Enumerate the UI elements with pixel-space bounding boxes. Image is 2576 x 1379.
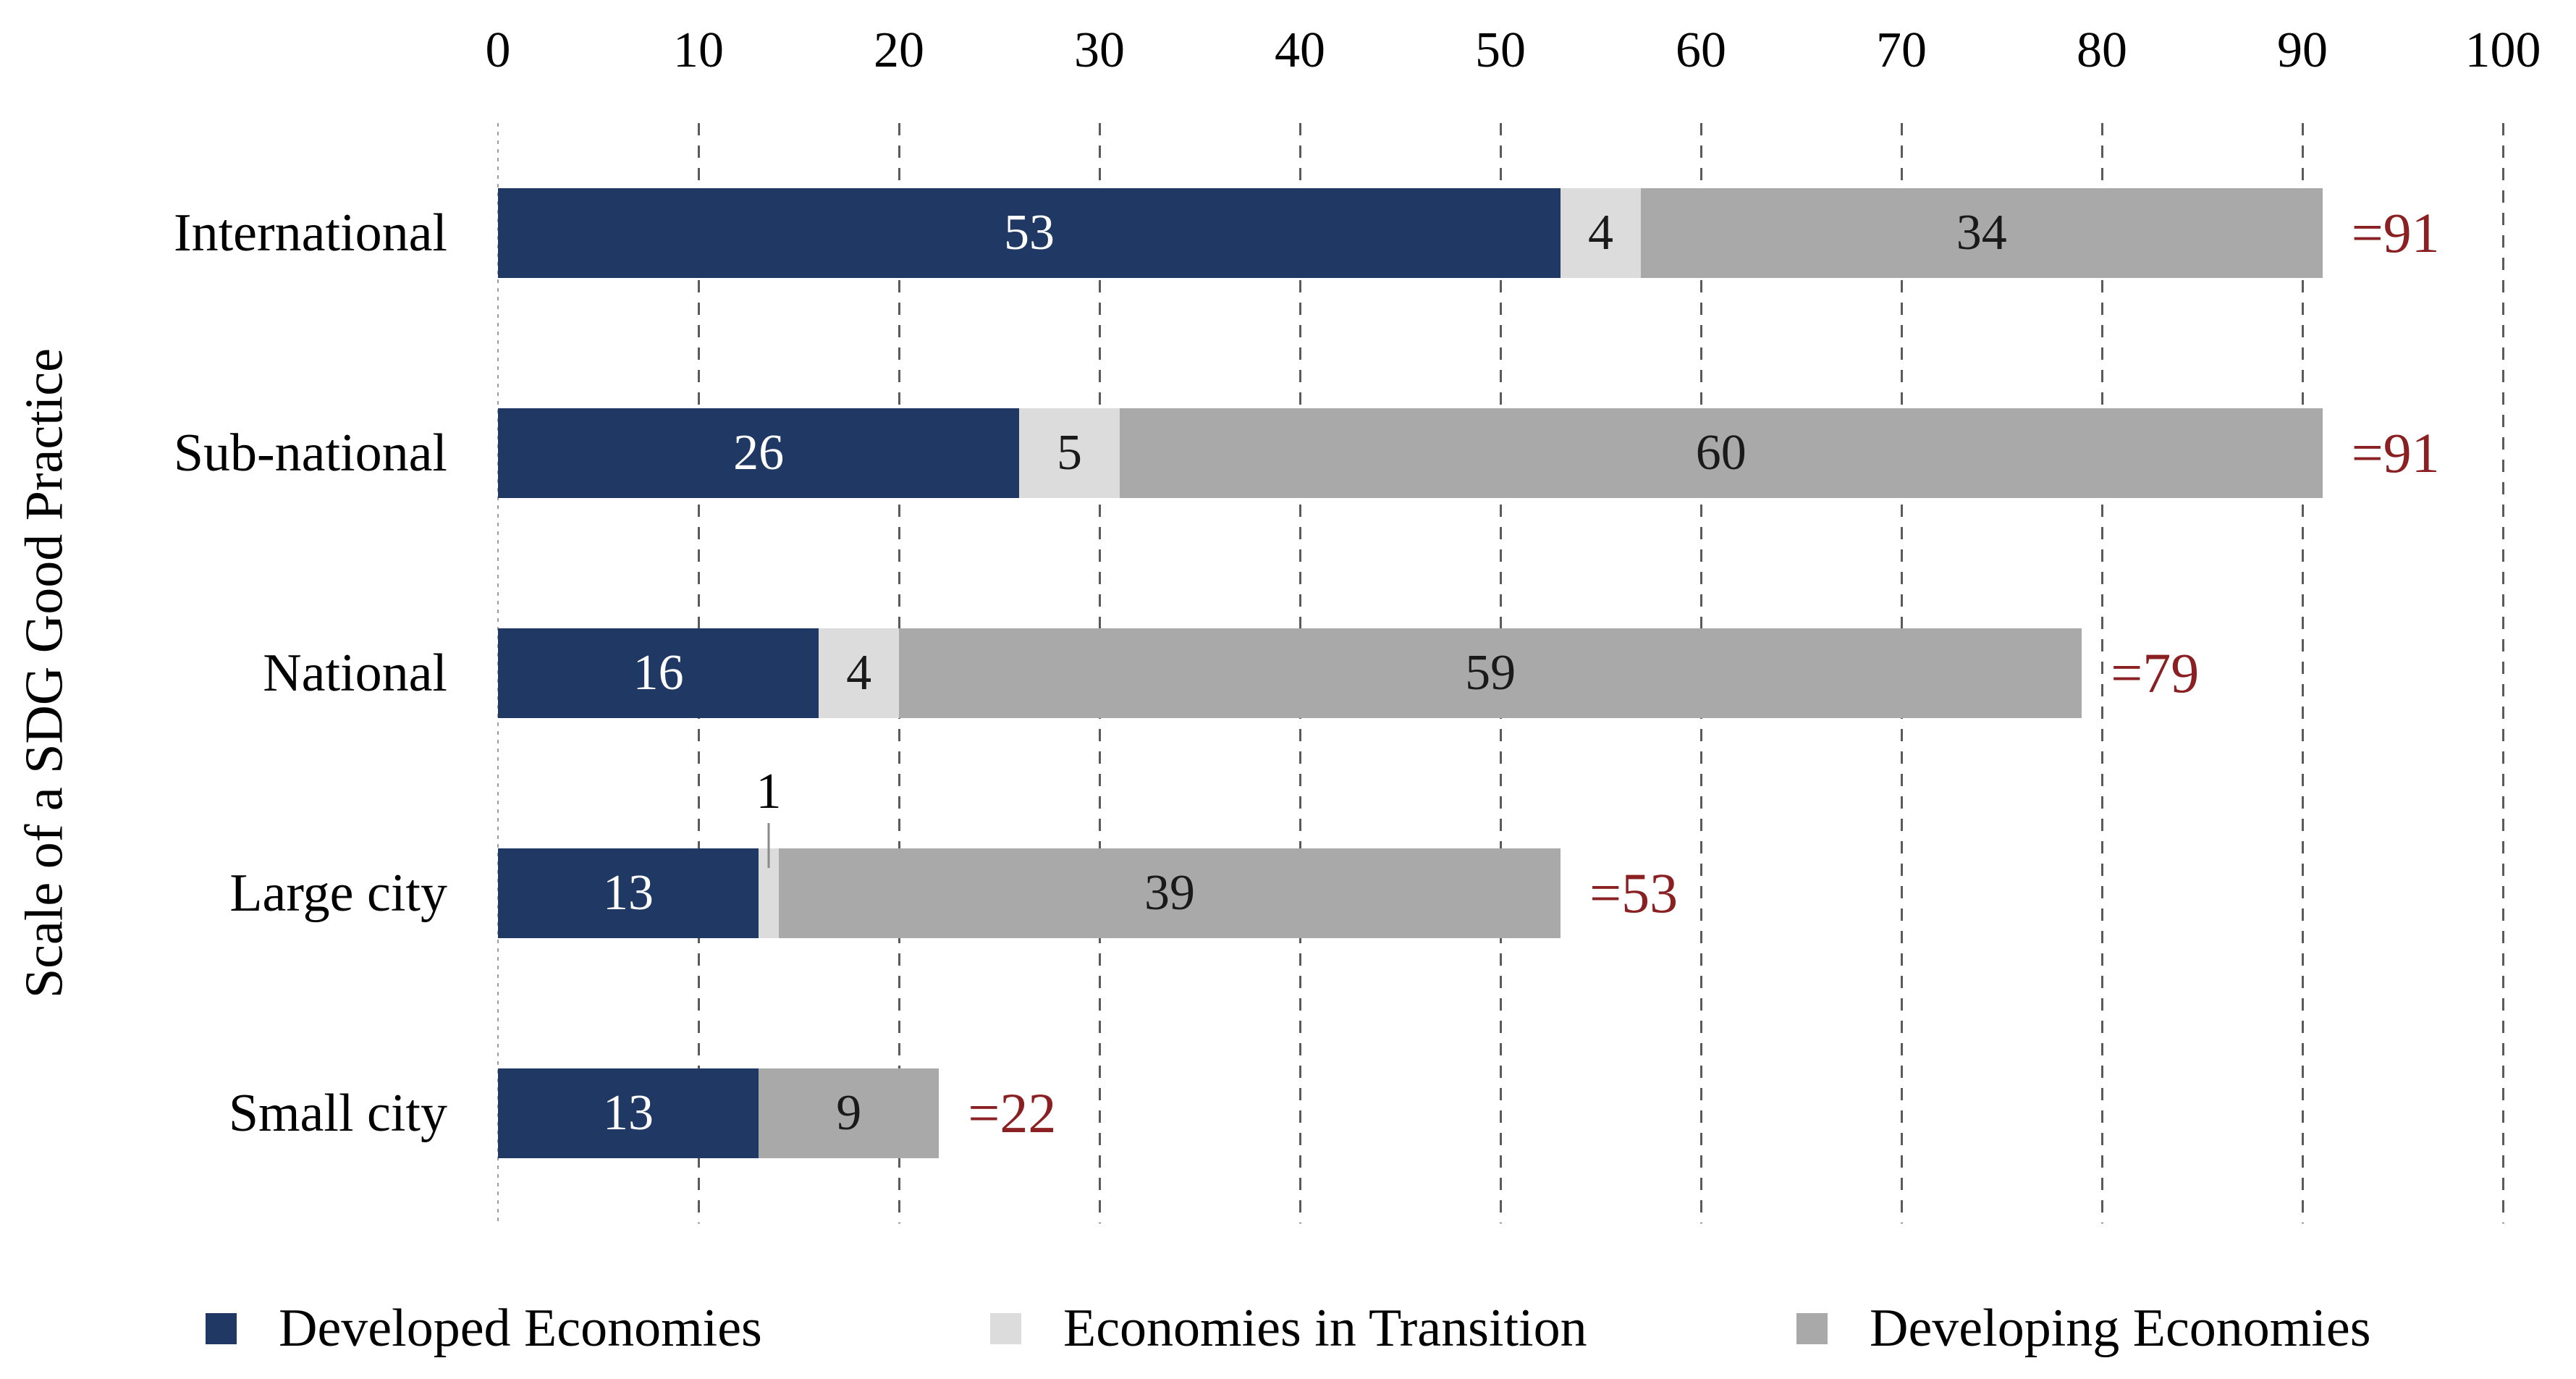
- legend-item: Developing Economies: [1796, 1299, 2371, 1358]
- plot-area: 53 4 34 =91 26 5 60 =91 16 4 59 =79 13 39 1 =53 13 9 =22: [497, 123, 2504, 1223]
- category-label: National: [263, 643, 447, 703]
- bar-value-label: 26: [733, 425, 785, 481]
- bar-segment: 60: [1119, 408, 2323, 498]
- stacked-bar: 16 4 59: [498, 628, 2503, 718]
- stacked-bar: 13 39: [498, 848, 2503, 938]
- category-label: International: [173, 203, 447, 263]
- legend-swatch: [206, 1312, 237, 1344]
- bar-value-label: 16: [633, 645, 684, 701]
- bar-segment: 13: [498, 848, 759, 938]
- legend: Developed Economies Economies in Transiti…: [0, 1299, 2576, 1379]
- bar-total-label: =91: [2351, 421, 2440, 484]
- bar-total-label: =22: [968, 1081, 1057, 1144]
- bar-segment: 4: [1561, 188, 1641, 278]
- bar-segment: 4: [819, 628, 899, 718]
- category-axis: International Sub-national National Large c…: [0, 123, 447, 1223]
- bar-value-label: 4: [846, 645, 872, 701]
- category-label: Sub-national: [173, 423, 447, 483]
- bar-segment: 26: [498, 408, 1020, 498]
- bar-value-label: 4: [1587, 205, 1613, 261]
- bar-segment: 39: [778, 848, 1561, 938]
- x-tick-label: 50: [1475, 22, 1526, 78]
- bar-value-label: 39: [1144, 865, 1195, 921]
- legend-swatch: [1796, 1312, 1828, 1344]
- legend-label: Economies in Transition: [1063, 1298, 1587, 1358]
- bar-row: 13 39 1 =53: [498, 765, 2503, 1003]
- bar-segment: 59: [899, 628, 2082, 718]
- bar-value-label: 13: [603, 1085, 654, 1141]
- x-tick-label: 90: [2277, 22, 2328, 78]
- x-tick-label: 60: [1676, 22, 1726, 78]
- x-tick-label: 40: [1275, 22, 1325, 78]
- stacked-bar: 26 5 60: [498, 408, 2503, 498]
- bar-segment: 9: [759, 1068, 939, 1158]
- bar-row: 26 5 60 =91: [498, 343, 2503, 563]
- legend-label: Developing Economies: [1870, 1298, 2371, 1358]
- bar-row: 13 9 =22: [498, 1003, 2503, 1223]
- x-gridline: [2502, 123, 2504, 1223]
- x-tick-label: 80: [2077, 22, 2127, 78]
- bar-segment: 53: [498, 188, 1561, 278]
- legend-label: Developed Economies: [279, 1298, 762, 1358]
- bar-value-label: 5: [1056, 425, 1082, 481]
- x-tick-label: 0: [485, 22, 511, 78]
- bar-value-label: 53: [1004, 205, 1055, 261]
- bar-value-label: 9: [836, 1085, 862, 1141]
- bar-segment: 16: [498, 628, 819, 718]
- bar-row: 53 4 34 =91: [498, 123, 2503, 343]
- x-axis-tick-labels: 0 10 20 30 40 50 60 70 80 90 100: [486, 0, 2541, 101]
- bar-total-label: =91: [2351, 201, 2440, 264]
- legend-swatch: [990, 1312, 1021, 1344]
- bar-segment: 34: [1640, 188, 2323, 278]
- stacked-bar: 53 4 34: [498, 188, 2503, 278]
- category-label: Large city: [229, 863, 447, 923]
- value-callout-label: 1: [756, 764, 782, 819]
- x-tick-label: 30: [1074, 22, 1125, 78]
- x-tick-label: 10: [673, 22, 724, 78]
- bar-value-label: 60: [1695, 425, 1747, 481]
- bar-value-label: 13: [603, 865, 654, 921]
- x-tick-label: 20: [874, 22, 924, 78]
- bar-value-label: 34: [1956, 205, 2007, 261]
- bar-total-label: =79: [2111, 641, 2200, 704]
- category-label: Small city: [228, 1083, 447, 1143]
- value-callout-line: [767, 823, 770, 868]
- bar-segment: 13: [498, 1068, 759, 1158]
- bar-value-label: 59: [1465, 645, 1516, 701]
- stacked-bar: 13 9: [498, 1068, 2503, 1158]
- legend-item: Economies in Transition: [990, 1299, 1587, 1358]
- legend-item: Developed Economies: [206, 1299, 762, 1358]
- x-tick-label: 100: [2465, 22, 2541, 78]
- x-tick-label: 70: [1876, 22, 1927, 78]
- x-gridline: [2101, 123, 2103, 1223]
- bar-total-label: =53: [1589, 861, 1678, 924]
- x-gridline: [2302, 123, 2304, 1223]
- bar-row: 16 4 59 =79: [498, 563, 2503, 783]
- bar-segment: 5: [1019, 408, 1120, 498]
